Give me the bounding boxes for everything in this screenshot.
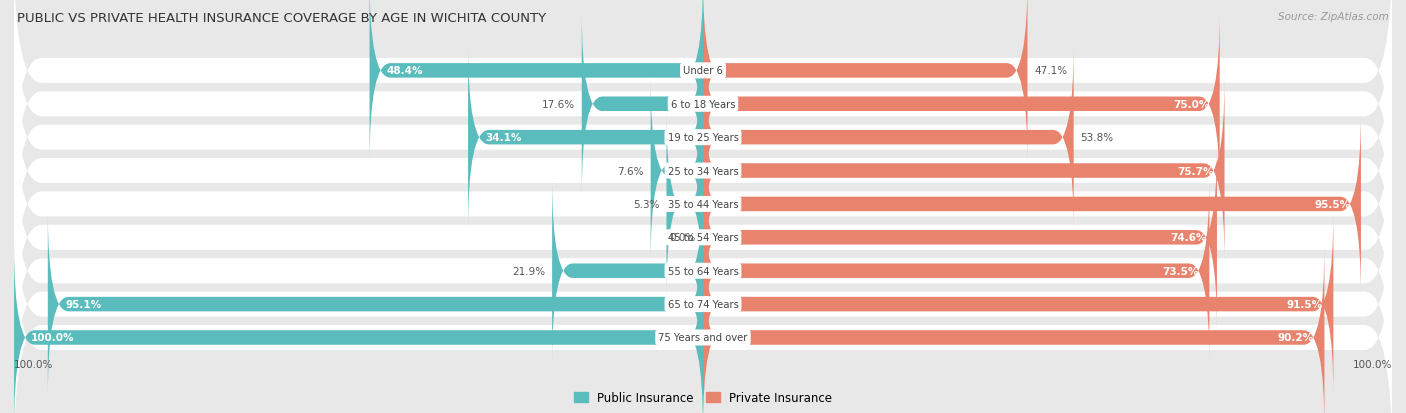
FancyBboxPatch shape xyxy=(703,178,1209,364)
FancyBboxPatch shape xyxy=(703,0,1028,164)
Text: 19 to 25 Years: 19 to 25 Years xyxy=(668,133,738,143)
Text: Source: ZipAtlas.com: Source: ZipAtlas.com xyxy=(1278,12,1389,22)
Text: 75.7%: 75.7% xyxy=(1178,166,1215,176)
FancyBboxPatch shape xyxy=(14,117,1392,358)
Text: 17.6%: 17.6% xyxy=(541,100,575,109)
Text: 95.5%: 95.5% xyxy=(1315,199,1351,209)
Text: 34.1%: 34.1% xyxy=(485,133,522,143)
Text: 21.9%: 21.9% xyxy=(512,266,546,276)
Text: 74.6%: 74.6% xyxy=(1170,233,1206,243)
FancyBboxPatch shape xyxy=(14,84,1392,325)
Text: 53.8%: 53.8% xyxy=(1081,133,1114,143)
Text: 91.5%: 91.5% xyxy=(1286,299,1323,309)
Text: 35 to 44 Years: 35 to 44 Years xyxy=(668,199,738,209)
Text: 90.2%: 90.2% xyxy=(1278,333,1315,343)
FancyBboxPatch shape xyxy=(468,45,703,230)
FancyBboxPatch shape xyxy=(14,245,703,413)
FancyBboxPatch shape xyxy=(703,45,1074,230)
FancyBboxPatch shape xyxy=(14,0,1392,225)
Text: 100.0%: 100.0% xyxy=(1353,359,1392,369)
Text: 75.0%: 75.0% xyxy=(1173,100,1209,109)
FancyBboxPatch shape xyxy=(48,212,703,397)
FancyBboxPatch shape xyxy=(703,78,1225,264)
Legend: Public Insurance, Private Insurance: Public Insurance, Private Insurance xyxy=(569,387,837,409)
Text: 47.1%: 47.1% xyxy=(1035,66,1067,76)
FancyBboxPatch shape xyxy=(651,78,703,264)
Text: 75 Years and over: 75 Years and over xyxy=(658,333,748,343)
FancyBboxPatch shape xyxy=(14,217,1392,413)
FancyBboxPatch shape xyxy=(14,0,1392,192)
FancyBboxPatch shape xyxy=(582,12,703,197)
FancyBboxPatch shape xyxy=(14,184,1392,413)
FancyBboxPatch shape xyxy=(703,145,1218,330)
Text: 7.6%: 7.6% xyxy=(617,166,644,176)
Text: Under 6: Under 6 xyxy=(683,66,723,76)
FancyBboxPatch shape xyxy=(370,0,703,164)
FancyBboxPatch shape xyxy=(703,245,1324,413)
Text: 48.4%: 48.4% xyxy=(387,66,423,76)
Text: 100.0%: 100.0% xyxy=(31,333,75,343)
Text: 100.0%: 100.0% xyxy=(14,359,53,369)
Text: 45 to 54 Years: 45 to 54 Years xyxy=(668,233,738,243)
Text: 65 to 74 Years: 65 to 74 Years xyxy=(668,299,738,309)
FancyBboxPatch shape xyxy=(14,17,1392,259)
FancyBboxPatch shape xyxy=(703,212,1333,397)
FancyBboxPatch shape xyxy=(666,112,703,297)
Text: 95.1%: 95.1% xyxy=(65,299,101,309)
Text: 6 to 18 Years: 6 to 18 Years xyxy=(671,100,735,109)
Text: 5.3%: 5.3% xyxy=(633,199,659,209)
FancyBboxPatch shape xyxy=(14,150,1392,392)
Text: 73.5%: 73.5% xyxy=(1163,266,1199,276)
FancyBboxPatch shape xyxy=(14,50,1392,292)
Text: 55 to 64 Years: 55 to 64 Years xyxy=(668,266,738,276)
Text: 0.0%: 0.0% xyxy=(669,233,696,243)
FancyBboxPatch shape xyxy=(703,12,1219,197)
FancyBboxPatch shape xyxy=(703,112,1361,297)
FancyBboxPatch shape xyxy=(553,178,703,364)
Text: PUBLIC VS PRIVATE HEALTH INSURANCE COVERAGE BY AGE IN WICHITA COUNTY: PUBLIC VS PRIVATE HEALTH INSURANCE COVER… xyxy=(17,12,546,25)
Text: 25 to 34 Years: 25 to 34 Years xyxy=(668,166,738,176)
